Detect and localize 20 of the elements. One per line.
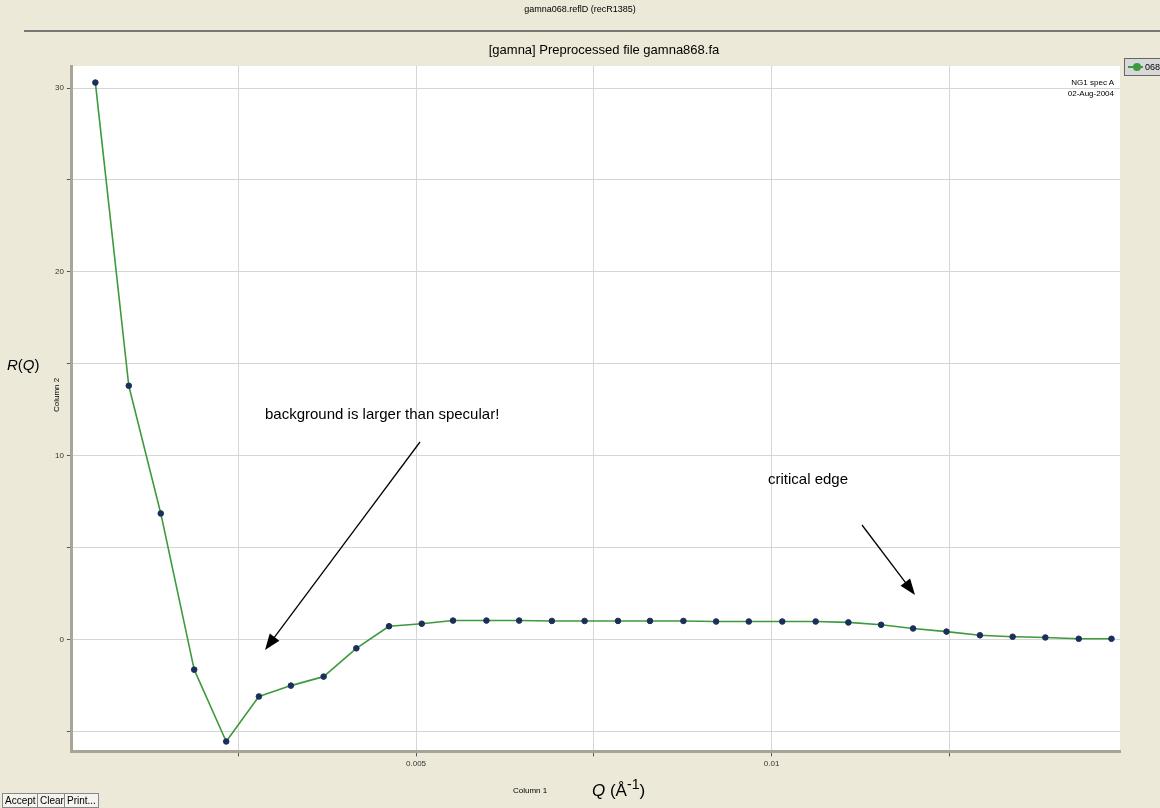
x-tick-label: 0.005 — [406, 759, 427, 769]
x-axis-title: Column 1 — [513, 786, 548, 795]
annotation: NG1 spec A — [1070, 78, 1114, 87]
chart-title: gamna068.reflD (recR1385) — [523, 4, 637, 14]
y-tick-label: 10 — [54, 450, 65, 460]
y-tick-label: 0 — [59, 634, 65, 644]
y-tick-label: 30 — [54, 83, 65, 93]
text: Accept — [2, 793, 39, 808]
text: R(Q) — [7, 356, 40, 373]
chart-subtitle: [gamna] Preprocessed file gamna868.fa — [487, 42, 721, 57]
text: Print... — [64, 793, 99, 808]
annotation: background is larger than specular! — [265, 405, 500, 422]
y-tick-label: 20 — [54, 267, 65, 277]
y-axis-title: Column 2 — [52, 377, 61, 412]
annotation: 02-Aug-2004 — [1066, 89, 1114, 98]
x-tick-label: 0.01 — [763, 759, 780, 769]
legend-label: 068 — [1144, 62, 1160, 72]
text: Clear — [37, 793, 67, 808]
text: Q (Å$^{-1}$) — [592, 776, 646, 801]
annotation: critical edge — [768, 470, 849, 487]
